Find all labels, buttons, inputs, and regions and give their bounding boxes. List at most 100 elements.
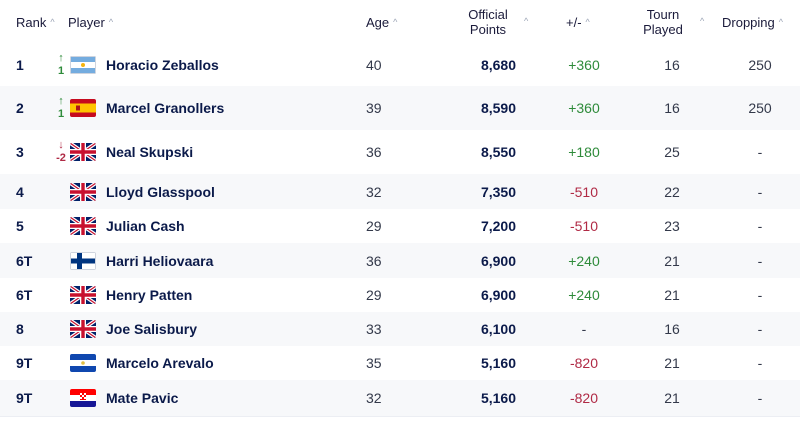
dropping-cell: -: [757, 218, 763, 234]
sort-icon[interactable]: ^: [585, 17, 590, 27]
points-cell: 6,900: [480, 287, 516, 303]
points-change-cell: -: [581, 321, 587, 337]
rank-change-value: 1: [57, 108, 65, 120]
sort-icon[interactable]: ^: [700, 16, 705, 26]
tournaments-played-cell: 16: [664, 321, 680, 337]
player-name-link[interactable]: Lloyd Glasspool: [106, 183, 215, 200]
dropping-cell: -: [757, 355, 763, 371]
rank-change-value: -2: [56, 152, 66, 164]
sort-icon[interactable]: ^: [393, 17, 398, 27]
rank-cell: 2: [16, 100, 24, 116]
age-cell: 32: [366, 183, 382, 200]
delta-header[interactable]: +/- ^: [566, 0, 590, 44]
points-cell: 7,350: [480, 183, 516, 200]
player-name-link[interactable]: Henry Patten: [106, 287, 193, 303]
points-change-cell: -510: [569, 183, 599, 200]
rank-cell: 9T: [16, 390, 33, 406]
rank-cell: 9T: [16, 355, 33, 371]
age-cell: 29: [366, 218, 382, 234]
age-cell: 40: [366, 57, 382, 73]
player-name-link[interactable]: Joe Salisbury: [106, 321, 198, 337]
dropping-header-label: Dropping: [722, 14, 775, 30]
dropping-cell: -: [757, 252, 763, 269]
tournaments-played-cell: 16: [664, 100, 680, 116]
arrow-down-icon: ↓: [58, 139, 64, 151]
points-cell: 5,160: [480, 390, 516, 406]
player-name-link[interactable]: Marcelo Arevalo: [106, 355, 214, 371]
played-header[interactable]: Tourn Played: [640, 0, 686, 44]
tournaments-played-cell: 21: [664, 287, 680, 303]
rank-movement: ↓ -2: [52, 130, 70, 174]
age-cell: 35: [366, 355, 382, 371]
dropping-cell: -: [757, 287, 763, 303]
rank-header[interactable]: Rank ^: [16, 0, 55, 44]
tournaments-played-cell: 21: [664, 355, 680, 371]
age-cell: 29: [366, 287, 382, 303]
dropping-header[interactable]: Dropping ^: [722, 0, 783, 44]
sort-icon[interactable]: ^: [778, 17, 783, 27]
table-row[interactable]: 5 Julian Cash 29 7,200 -510 23 -: [0, 209, 800, 244]
table-row[interactable]: 9T Mate Pavic 32 5,160 -820 21 -: [0, 380, 800, 417]
tournaments-played-cell: 21: [664, 390, 680, 406]
age-cell: 36: [366, 144, 382, 160]
spain-flag-icon: [70, 86, 96, 130]
dropping-cell: -: [757, 321, 763, 337]
table-row[interactable]: 4 Lloyd Glasspool 32 7,350 -510 22 -: [0, 174, 800, 210]
table-row[interactable]: 6T Harri Heliovaara 36 6,900 +240 21 -: [0, 243, 800, 279]
table-row[interactable]: 1 ↑ 1 Horacio Zeballos 40 8,680 +360 16 250: [0, 44, 800, 87]
player-header[interactable]: Player ^: [68, 0, 113, 44]
rank-cell: 6T: [16, 252, 33, 269]
dropping-cell: -: [757, 390, 763, 406]
points-change-cell: +240: [568, 252, 600, 269]
points-change-cell: -820: [569, 355, 599, 371]
age-header[interactable]: Age ^: [366, 0, 397, 44]
rank-movement: ↑ 1: [52, 44, 70, 86]
points-header-line1: Official: [468, 7, 508, 22]
points-change-cell: -510: [569, 218, 599, 234]
age-header-label: Age: [366, 14, 390, 30]
rank-cell: 8: [16, 321, 24, 337]
rank-header-label: Rank: [16, 14, 47, 30]
rank-cell: 5: [16, 218, 24, 234]
sort-icon[interactable]: ^: [524, 16, 529, 26]
tournaments-played-cell: 22: [664, 183, 680, 200]
table-row[interactable]: 8 Joe Salisbury 33 6,100 - 16 -: [0, 312, 800, 347]
rank-cell: 1: [16, 57, 24, 73]
uk-flag-icon: [70, 278, 96, 312]
table-row[interactable]: 9T Marcelo Arevalo 35 5,160 -820 21 -: [0, 346, 800, 381]
player-name-link[interactable]: Neal Skupski: [106, 144, 194, 160]
rank-cell: 6T: [16, 287, 33, 303]
arrow-up-icon: ↑: [58, 95, 64, 107]
dropping-cell: -: [757, 183, 763, 200]
table-row[interactable]: 6T Henry Patten 29 6,900 +240 21 -: [0, 278, 800, 313]
sort-icon[interactable]: ^: [50, 17, 55, 27]
rank-cell: 4: [16, 183, 24, 200]
tournaments-played-cell: 21: [664, 252, 680, 269]
played-header-line2: Played: [643, 22, 683, 37]
sort-icon[interactable]: ^: [108, 17, 114, 27]
age-cell: 32: [366, 390, 382, 406]
age-cell: 39: [366, 100, 382, 116]
tournaments-played-cell: 23: [664, 218, 680, 234]
age-cell: 36: [366, 252, 382, 269]
croatia-flag-icon: [70, 380, 96, 416]
points-cell: 8,680: [480, 57, 516, 73]
points-change-cell: +180: [568, 144, 600, 160]
tournaments-played-cell: 25: [664, 144, 680, 160]
delta-header-label: +/-: [566, 14, 582, 30]
uk-flag-icon: [70, 209, 96, 243]
table-row[interactable]: 3 ↓ -2 Neal Skupski 36 8,550 +180 25 -: [0, 130, 800, 175]
age-cell: 33: [366, 321, 382, 337]
player-name-link[interactable]: Harri Heliovaara: [106, 252, 214, 269]
player-name-link[interactable]: Julian Cash: [106, 218, 185, 234]
points-change-cell: +360: [568, 100, 600, 116]
player-name-link[interactable]: Mate Pavic: [106, 390, 179, 406]
uk-flag-icon: [70, 312, 96, 346]
player-name-link[interactable]: Horacio Zeballos: [106, 57, 219, 73]
arrow-up-icon: ↑: [58, 52, 64, 64]
table-row[interactable]: 2 ↑ 1 Marcel Granollers 39 8,590 +360 16 250: [0, 86, 800, 131]
player-name-link[interactable]: Marcel Granollers: [106, 100, 225, 116]
points-cell: 6,100: [480, 321, 516, 337]
points-header[interactable]: Official Points: [460, 0, 516, 44]
